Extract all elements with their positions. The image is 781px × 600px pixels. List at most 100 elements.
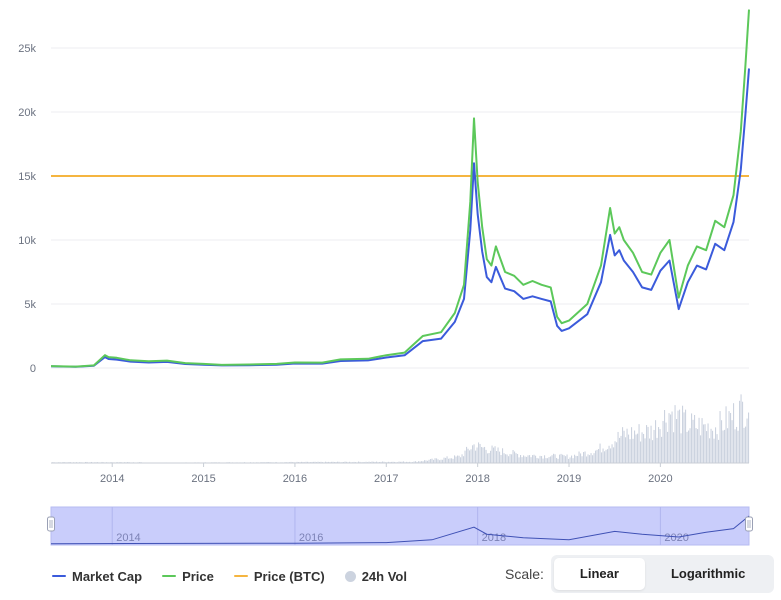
volume-bar	[556, 457, 558, 463]
volume-bar	[610, 448, 612, 463]
volume-bar	[616, 442, 618, 463]
volume-bar	[478, 442, 480, 463]
volume-bar	[665, 422, 667, 463]
volume-bar	[638, 424, 640, 463]
volume-bar	[349, 461, 351, 463]
volume-bar	[560, 453, 562, 463]
volume-bar	[418, 461, 420, 463]
volume-bar	[695, 428, 697, 463]
volume-bar	[403, 461, 405, 463]
volume-bar	[311, 461, 313, 463]
legend-price[interactable]: Price	[162, 569, 214, 584]
volume-bar	[689, 428, 691, 463]
volume-bar	[382, 461, 384, 463]
volume-bar	[466, 446, 468, 463]
volume-bar	[472, 445, 474, 463]
volume-bar	[557, 458, 559, 463]
volume-bar	[572, 458, 574, 463]
scale-control: Scale: Linear Logarithmic	[505, 555, 775, 593]
volume-bar	[524, 456, 526, 463]
navigator-handle-left[interactable]	[47, 516, 55, 532]
volume-bar	[413, 461, 415, 463]
volume-bar	[488, 452, 490, 463]
volume-bar	[427, 460, 429, 463]
volume-bar	[517, 453, 519, 463]
volume-bar	[400, 461, 402, 463]
volume-bar	[548, 457, 550, 463]
volume-bar	[637, 433, 639, 463]
volume-bar	[374, 461, 376, 463]
scale-label: Scale:	[505, 566, 544, 582]
range-navigator[interactable]: 2014 2016 2018 2020	[47, 506, 753, 546]
navigator-tick-label: 2016	[299, 532, 323, 544]
volume-bar	[532, 455, 534, 463]
volume-bar	[332, 461, 334, 463]
volume-bar	[619, 437, 621, 463]
volume-bar	[728, 411, 730, 463]
volume-bar	[580, 453, 582, 463]
volume-bar	[490, 450, 492, 463]
volume-bar	[701, 418, 703, 463]
volume-bar	[712, 430, 714, 463]
volume-bar	[545, 458, 547, 463]
volume-bar	[496, 451, 498, 463]
volume-bar	[290, 461, 292, 463]
volume-bar	[581, 456, 583, 463]
legend-price-btc-label: Price (BTC)	[253, 568, 325, 584]
volume-bar	[620, 435, 622, 463]
volume-bar	[596, 449, 598, 463]
volume-bar	[541, 456, 543, 463]
volume-bar	[317, 461, 319, 463]
volume-bar	[592, 455, 594, 463]
volume-bar	[703, 424, 705, 463]
volume-bar	[706, 431, 708, 463]
volume-bar	[739, 400, 741, 463]
x-tick-label: 2020	[648, 473, 672, 485]
volume-bar	[527, 455, 529, 463]
legend-market-cap-label: Market Cap	[72, 568, 143, 584]
volume-bar	[646, 425, 648, 463]
volume-bar	[401, 461, 403, 463]
volume-bar	[622, 427, 624, 463]
volume-bar	[623, 430, 625, 463]
volume-bar	[473, 444, 475, 463]
volume-bar	[649, 438, 651, 463]
volume-bar	[632, 438, 634, 463]
volume-bar	[431, 458, 433, 463]
volume-bar	[608, 445, 610, 463]
volume-bar	[661, 436, 663, 463]
legend-price-btc[interactable]: Price (BTC)	[233, 568, 325, 584]
volume-bar	[535, 455, 537, 463]
volume-bar	[746, 418, 748, 463]
volume-bar	[641, 432, 643, 463]
volume-bar	[523, 455, 525, 463]
volume-bar	[709, 438, 711, 463]
x-tick-label: 2016	[283, 473, 307, 485]
scale-logarithmic-button[interactable]: Logarithmic	[670, 566, 746, 581]
volume-bar	[338, 461, 340, 463]
volume-bar	[365, 461, 367, 463]
legend-market-cap[interactable]: Market Cap	[52, 569, 142, 584]
volume-bar	[326, 461, 328, 463]
volume-bar	[533, 454, 535, 463]
volume-bar	[383, 461, 385, 463]
volume-bar	[595, 450, 597, 463]
volume-bar	[425, 460, 427, 463]
volume-bar	[647, 426, 649, 463]
volume-bar	[656, 437, 658, 463]
volume-bar	[659, 429, 661, 463]
volume-bar	[373, 461, 375, 463]
legend-volume[interactable]: 24h Vol	[344, 569, 407, 584]
volume-bar	[448, 458, 450, 463]
volume-bar	[724, 429, 726, 463]
volume-bar	[731, 420, 733, 463]
volume-bar	[511, 454, 513, 463]
scale-linear-button[interactable]: Linear	[553, 558, 645, 590]
volume-bar	[314, 461, 316, 463]
volume-bar	[625, 437, 627, 463]
volume-bar	[547, 458, 549, 463]
volume-bar	[464, 450, 466, 463]
navigator-handle-right[interactable]	[745, 516, 753, 532]
volume-bar	[463, 456, 465, 463]
